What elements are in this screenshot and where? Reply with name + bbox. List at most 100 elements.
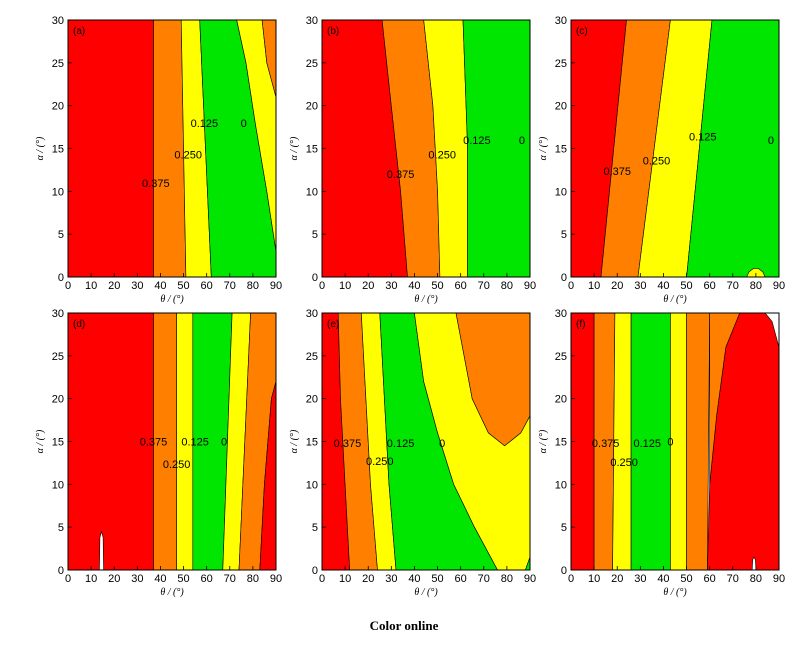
region-orange — [593, 313, 616, 570]
y-axis-label: α / (°) — [289, 429, 300, 453]
x-tick-label: 70 — [727, 280, 739, 292]
region-orange — [455, 313, 530, 447]
x-tick-label: 60 — [455, 573, 467, 585]
contour-label: 0 — [519, 135, 525, 147]
x-tick-label: 70 — [727, 573, 739, 585]
y-tick-label: 25 — [52, 58, 64, 70]
y-tick-label: 30 — [555, 15, 567, 27]
region-orange — [261, 20, 276, 98]
x-tick-label: 0 — [568, 280, 574, 292]
x-tick-label: 30 — [385, 573, 397, 585]
y-tick-label: 5 — [561, 229, 567, 241]
y-tick-label: 0 — [561, 272, 567, 284]
contour-label: 0 — [768, 135, 774, 147]
x-tick-label: 40 — [408, 573, 420, 585]
y-tick-label: 30 — [306, 15, 318, 27]
contour-label: 0 — [221, 437, 227, 449]
region-white — [99, 531, 104, 570]
y-axis-label: α / (°) — [538, 136, 549, 160]
region-yellow — [637, 20, 713, 277]
y-tick-label: 20 — [306, 101, 318, 113]
x-tick-label: 20 — [611, 573, 623, 585]
contour-label: 0 — [667, 437, 673, 449]
y-tick-label: 5 — [312, 522, 318, 534]
contour-label: 0.125 — [463, 135, 491, 147]
y-tick-label: 15 — [555, 144, 567, 156]
region-yellow — [180, 20, 212, 277]
region-yellow — [612, 313, 632, 570]
x-tick-label: 80 — [247, 573, 259, 585]
region-green — [192, 313, 233, 570]
y-tick-label: 15 — [306, 144, 318, 156]
x-tick-label: 50 — [431, 280, 443, 292]
x-tick-label: 70 — [224, 573, 236, 585]
panel-label: (a) — [73, 26, 85, 37]
y-tick-label: 0 — [561, 565, 567, 577]
y-tick-label: 5 — [58, 229, 64, 241]
y-tick-label: 25 — [555, 58, 567, 70]
x-tick-label: 30 — [131, 280, 143, 292]
y-tick-label: 15 — [52, 144, 64, 156]
y-tick-label: 15 — [52, 437, 64, 449]
x-tick-label: 0 — [319, 280, 325, 292]
x-tick-label: 20 — [108, 573, 120, 585]
x-tick-label: 70 — [224, 280, 236, 292]
y-tick-label: 0 — [312, 565, 318, 577]
x-tick-label: 30 — [385, 280, 397, 292]
y-axis-label: α / (°) — [35, 136, 46, 160]
x-tick-label: 60 — [201, 573, 213, 585]
y-tick-label: 0 — [312, 272, 318, 284]
y-tick-label: 25 — [306, 351, 318, 363]
contour-regions — [322, 313, 530, 570]
panel-4: 0 10 20 30 40 50 60 70 80 90 0 5 10 15 20 25 30 θ / (°) α … — [35, 308, 282, 598]
contour-label: 0.375 — [603, 166, 631, 178]
x-tick-label: 20 — [108, 280, 120, 292]
y-tick-label: 20 — [555, 101, 567, 113]
contour-label: 0.125 — [181, 437, 209, 449]
panel-6: 0 10 20 30 40 50 60 70 80 90 0 5 10 15 20 25 30 θ / (°) α … — [538, 308, 785, 598]
region-red — [571, 313, 595, 570]
x-tick-label: 30 — [634, 573, 646, 585]
y-tick-label: 20 — [306, 394, 318, 406]
y-tick-label: 30 — [52, 15, 64, 27]
region-yellow — [222, 313, 251, 570]
panel-label: (c) — [576, 26, 588, 37]
y-tick-label: 0 — [58, 565, 64, 577]
y-tick-label: 10 — [555, 186, 567, 198]
contour-label: 0.125 — [689, 132, 717, 144]
contour-label: 0.375 — [387, 169, 415, 181]
region-white — [751, 556, 757, 570]
contour-label: 0.375 — [142, 178, 170, 190]
contour-label: 0.125 — [191, 118, 219, 130]
x-tick-label: 10 — [588, 573, 600, 585]
y-axis-label: α / (°) — [538, 429, 549, 453]
contour-label: 0.125 — [634, 438, 662, 450]
panel-1: 0 10 20 30 40 50 60 70 80 90 0 5 10 15 20 25 30 θ / (°) α … — [35, 15, 282, 305]
y-tick-label: 25 — [555, 351, 567, 363]
contour-label: 0.250 — [174, 149, 202, 161]
x-tick-label: 30 — [634, 280, 646, 292]
contour-regions — [68, 313, 276, 570]
y-tick-label: 10 — [52, 186, 64, 198]
region-red — [259, 381, 276, 570]
contour-regions — [68, 20, 276, 277]
x-tick-label: 50 — [680, 573, 692, 585]
x-tick-label: 10 — [85, 573, 97, 585]
region-orange — [153, 313, 177, 570]
x-tick-label: 80 — [247, 280, 259, 292]
y-tick-label: 30 — [555, 308, 567, 320]
region-green — [525, 556, 530, 570]
y-tick-label: 20 — [555, 394, 567, 406]
x-tick-label: 80 — [501, 573, 513, 585]
x-tick-label: 40 — [154, 573, 166, 585]
contour-regions — [571, 20, 779, 277]
y-tick-label: 25 — [52, 351, 64, 363]
y-tick-label: 20 — [52, 394, 64, 406]
contour-label: 0.375 — [140, 437, 168, 449]
contour-label: 0.250 — [428, 149, 456, 161]
region-green — [630, 313, 671, 570]
y-tick-label: 15 — [306, 437, 318, 449]
x-tick-label: 20 — [611, 280, 623, 292]
x-tick-label: 70 — [478, 573, 490, 585]
contour-label: 0 — [241, 118, 247, 130]
